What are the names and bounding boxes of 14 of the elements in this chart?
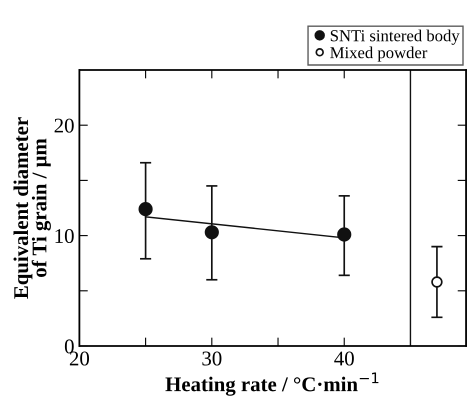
x-tick-label: 30: [202, 351, 222, 366]
point: [337, 227, 352, 242]
point: [138, 202, 153, 216]
legend-label: Mixed powder: [330, 46, 428, 62]
x-tick-label: 40: [334, 351, 354, 366]
y-tick-label: 20: [54, 118, 74, 133]
point: [204, 225, 219, 240]
x-tick-label: 20: [70, 351, 90, 366]
point: [431, 276, 443, 288]
y-tick-label: 0: [64, 339, 74, 354]
y-tick-label: 10: [56, 228, 74, 244]
legend-label: SNTi sintered body: [330, 30, 460, 45]
x-axis-title: Heating rate / °C·min$^{−1}$: [165, 372, 378, 396]
y-axis-title: Equivalent diameter of Ti grain / μm: [13, 117, 51, 299]
